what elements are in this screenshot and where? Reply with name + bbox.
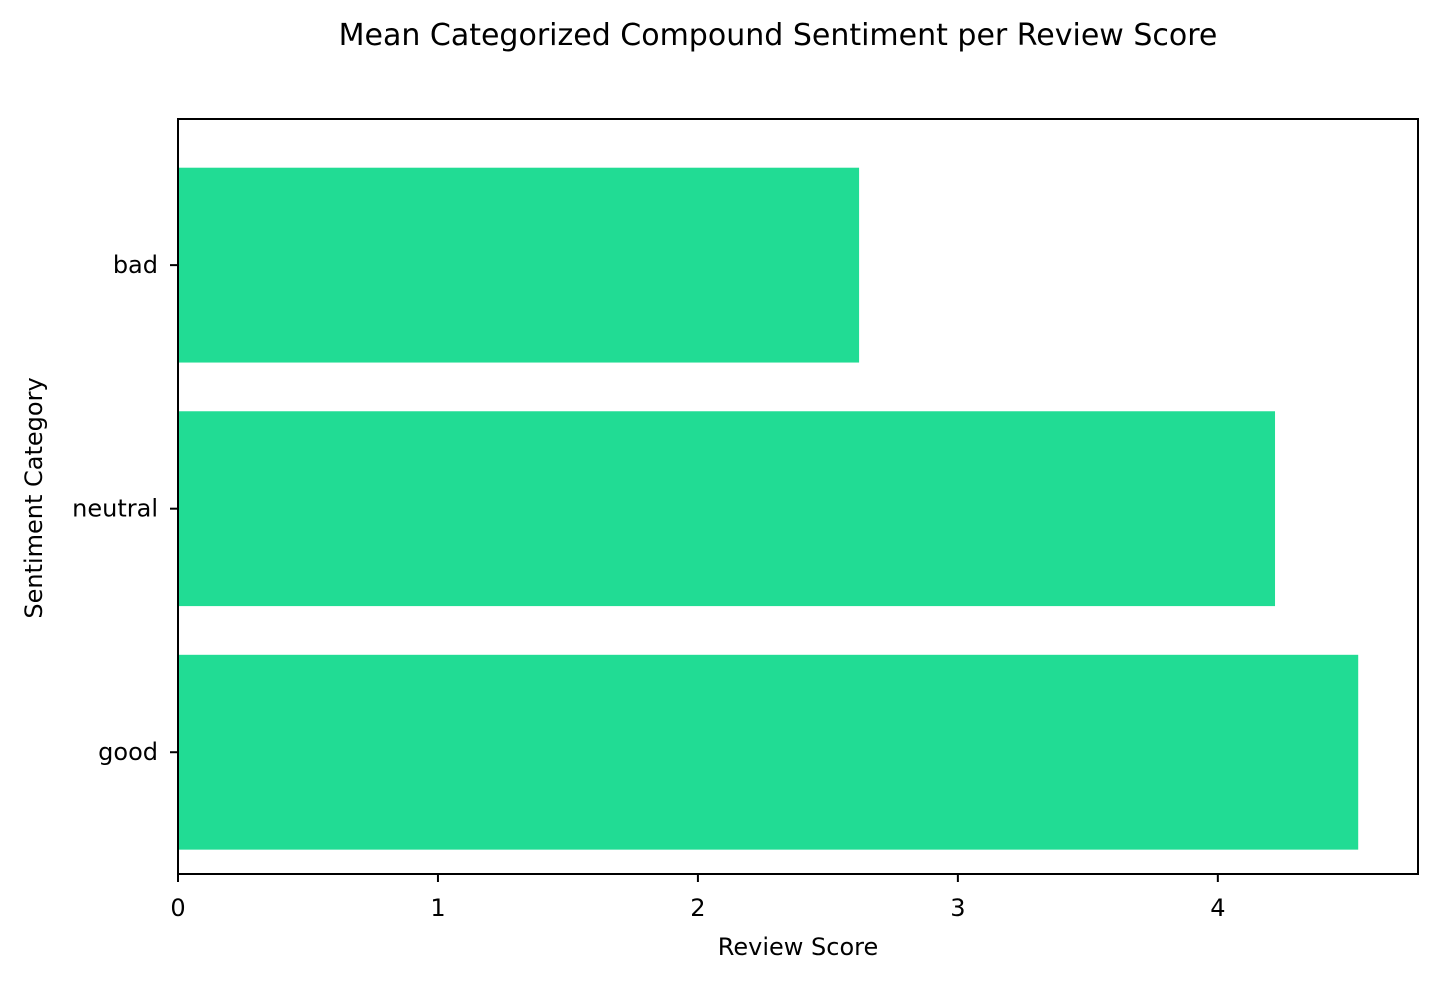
bars-group <box>178 167 1359 850</box>
x-tick-label-4: 4 <box>1210 894 1225 922</box>
x-tick-label-3: 3 <box>950 894 965 922</box>
bar-neutral <box>178 411 1276 607</box>
x-tick-label-2: 2 <box>690 894 705 922</box>
y-axis-label: Sentiment Category <box>20 377 48 618</box>
chart-title: Mean Categorized Compound Sentiment per … <box>339 18 1218 53</box>
y-tick-label-bad: bad <box>113 251 158 279</box>
plot-frame <box>177 118 1419 875</box>
x-tick-label-0: 0 <box>170 894 185 922</box>
bar-good <box>178 654 1359 850</box>
bar-bad <box>178 167 860 363</box>
x-axis-label: Review Score <box>718 933 878 961</box>
y-tick-label-neutral: neutral <box>72 495 158 523</box>
y-tick-label-good: good <box>98 738 158 766</box>
y-ticks-group: bad neutral good <box>72 251 178 766</box>
x-ticks-group: 0 1 2 3 4 <box>170 874 1225 922</box>
x-tick-label-1: 1 <box>430 894 445 922</box>
